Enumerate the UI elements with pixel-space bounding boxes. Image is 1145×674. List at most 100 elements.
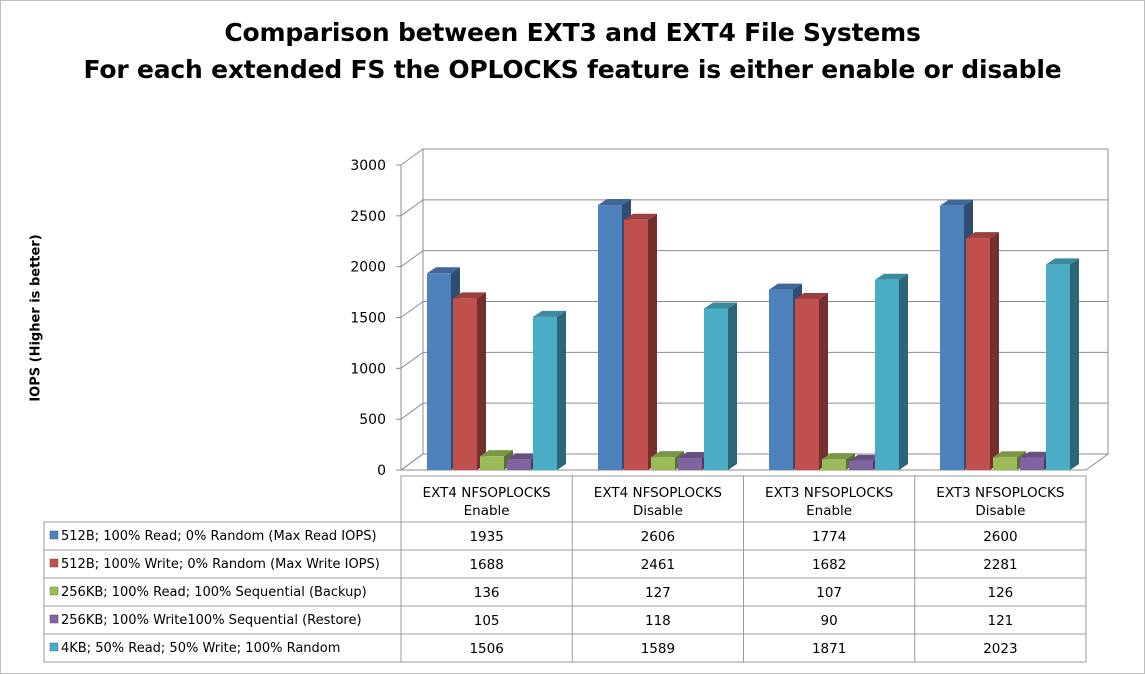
gridline bbox=[400, 351, 1108, 369]
bar-side bbox=[899, 273, 908, 470]
y-tick-label: 1000 bbox=[350, 361, 386, 377]
bar-top bbox=[598, 199, 631, 206]
legend-key bbox=[49, 642, 59, 652]
y-tick-label: 1500 bbox=[350, 311, 386, 327]
category-label: EXT4 NFSOPLOCKS bbox=[423, 485, 551, 501]
chart-title: Comparison between EXT3 and EXT4 File Sy… bbox=[224, 18, 921, 47]
bar-front bbox=[1046, 264, 1070, 470]
bar-top bbox=[822, 453, 855, 460]
bar-top bbox=[651, 451, 684, 458]
data-label: 2461 bbox=[641, 557, 675, 573]
bar-front bbox=[598, 205, 622, 470]
y-tick-label: 500 bbox=[359, 412, 386, 428]
bar bbox=[795, 292, 828, 470]
bar-top bbox=[480, 450, 513, 457]
bar-top bbox=[1046, 258, 1079, 265]
bar-front bbox=[453, 298, 477, 470]
data-label: 1506 bbox=[469, 641, 503, 657]
legend-label: 512B; 100% Read; 0% Random (Max Read IOP… bbox=[61, 529, 377, 544]
data-label: 107 bbox=[816, 585, 842, 601]
gridline bbox=[400, 402, 1108, 420]
category-label: EXT3 NFSOPLOCKS bbox=[765, 485, 893, 501]
bar-front bbox=[704, 308, 728, 470]
bar-top bbox=[966, 232, 999, 239]
gridline bbox=[400, 301, 1108, 318]
bar-front bbox=[427, 273, 451, 470]
bar-front bbox=[533, 316, 557, 470]
bar-top bbox=[427, 267, 460, 274]
bar-front bbox=[651, 457, 675, 470]
bar-front bbox=[624, 219, 648, 470]
bar-front bbox=[875, 279, 899, 470]
bar-top bbox=[507, 453, 540, 460]
data-label: 1871 bbox=[812, 641, 846, 657]
data-label: 1589 bbox=[641, 641, 675, 657]
data-label: 2600 bbox=[983, 529, 1017, 545]
data-label: 1935 bbox=[469, 529, 503, 545]
bar-top bbox=[624, 213, 657, 220]
bar-top bbox=[769, 283, 802, 290]
category-label: Enable bbox=[806, 503, 852, 519]
y-tick-label: 0 bbox=[377, 463, 386, 479]
bar bbox=[453, 292, 486, 470]
data-label: 105 bbox=[474, 613, 500, 629]
bar-top bbox=[453, 292, 486, 299]
legend-key bbox=[49, 586, 59, 596]
bar-side bbox=[648, 213, 657, 470]
legend-key bbox=[49, 530, 59, 540]
data-label: 118 bbox=[645, 613, 671, 629]
bar-top bbox=[795, 292, 828, 299]
category-label: Disable bbox=[633, 503, 683, 519]
bar bbox=[704, 302, 737, 470]
bar-front bbox=[822, 459, 846, 470]
gridline bbox=[400, 148, 1108, 166]
bar bbox=[875, 273, 908, 470]
bar-front bbox=[993, 457, 1017, 470]
data-label: 2281 bbox=[983, 557, 1017, 573]
legend-label: 4KB; 50% Read; 50% Write; 100% Random bbox=[61, 641, 340, 656]
chart-subtitle: For each extended FS the OPLOCKS feature… bbox=[83, 55, 1062, 84]
data-label: 127 bbox=[645, 585, 671, 601]
bar-front bbox=[1020, 457, 1044, 470]
bar bbox=[533, 310, 566, 470]
bar-side bbox=[557, 310, 566, 470]
bar bbox=[966, 232, 999, 470]
bar bbox=[624, 213, 657, 470]
bar-top bbox=[533, 310, 566, 317]
data-label: 121 bbox=[987, 613, 1013, 629]
bar-front bbox=[795, 298, 819, 470]
bar bbox=[940, 199, 973, 470]
bar-front bbox=[849, 460, 873, 470]
legend-label: 256KB; 100% Write100% Sequential (Restor… bbox=[61, 613, 362, 628]
data-label: 136 bbox=[474, 585, 500, 601]
data-label: 1688 bbox=[469, 557, 503, 573]
bar-front bbox=[507, 459, 531, 470]
data-label: 2023 bbox=[983, 641, 1017, 657]
bar-side bbox=[477, 292, 486, 470]
table-body-box bbox=[43, 521, 1087, 663]
bar-side bbox=[819, 292, 828, 470]
bar-front bbox=[940, 205, 964, 470]
bar-top bbox=[940, 199, 973, 206]
bar-front bbox=[480, 456, 504, 470]
bar-top bbox=[849, 454, 882, 461]
data-label: 126 bbox=[987, 585, 1013, 601]
legend-key bbox=[49, 614, 59, 624]
gridline bbox=[400, 199, 1108, 217]
bar-top bbox=[704, 302, 737, 309]
legend-label: 256KB; 100% Read; 100% Sequential (Backu… bbox=[61, 585, 367, 600]
bar-side bbox=[1070, 258, 1079, 470]
data-label: 1682 bbox=[812, 557, 846, 573]
gridline bbox=[400, 250, 1108, 268]
data-label: 90 bbox=[821, 613, 838, 629]
legend-label: 512B; 100% Write; 0% Random (Max Write I… bbox=[61, 557, 380, 572]
legend-key bbox=[49, 558, 59, 568]
bar-front bbox=[678, 458, 702, 470]
data-label: 2606 bbox=[641, 529, 675, 545]
category-label: EXT3 NFSOPLOCKS bbox=[936, 485, 1064, 501]
y-tick-label: 2000 bbox=[350, 260, 386, 276]
bar-top bbox=[1020, 451, 1053, 458]
data-label: 1774 bbox=[812, 529, 846, 545]
category-label: EXT4 NFSOPLOCKS bbox=[594, 485, 722, 501]
